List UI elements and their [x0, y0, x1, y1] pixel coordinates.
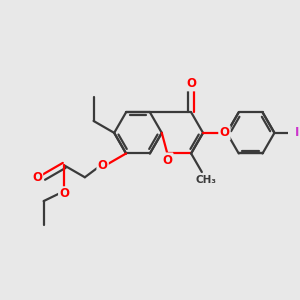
Text: O: O	[162, 154, 172, 166]
Text: I: I	[295, 126, 300, 140]
Text: O: O	[59, 188, 69, 200]
Text: CH₃: CH₃	[195, 175, 216, 184]
Text: O: O	[98, 159, 108, 172]
Text: O: O	[219, 126, 230, 140]
Text: O: O	[32, 171, 42, 184]
Text: O: O	[186, 77, 196, 90]
